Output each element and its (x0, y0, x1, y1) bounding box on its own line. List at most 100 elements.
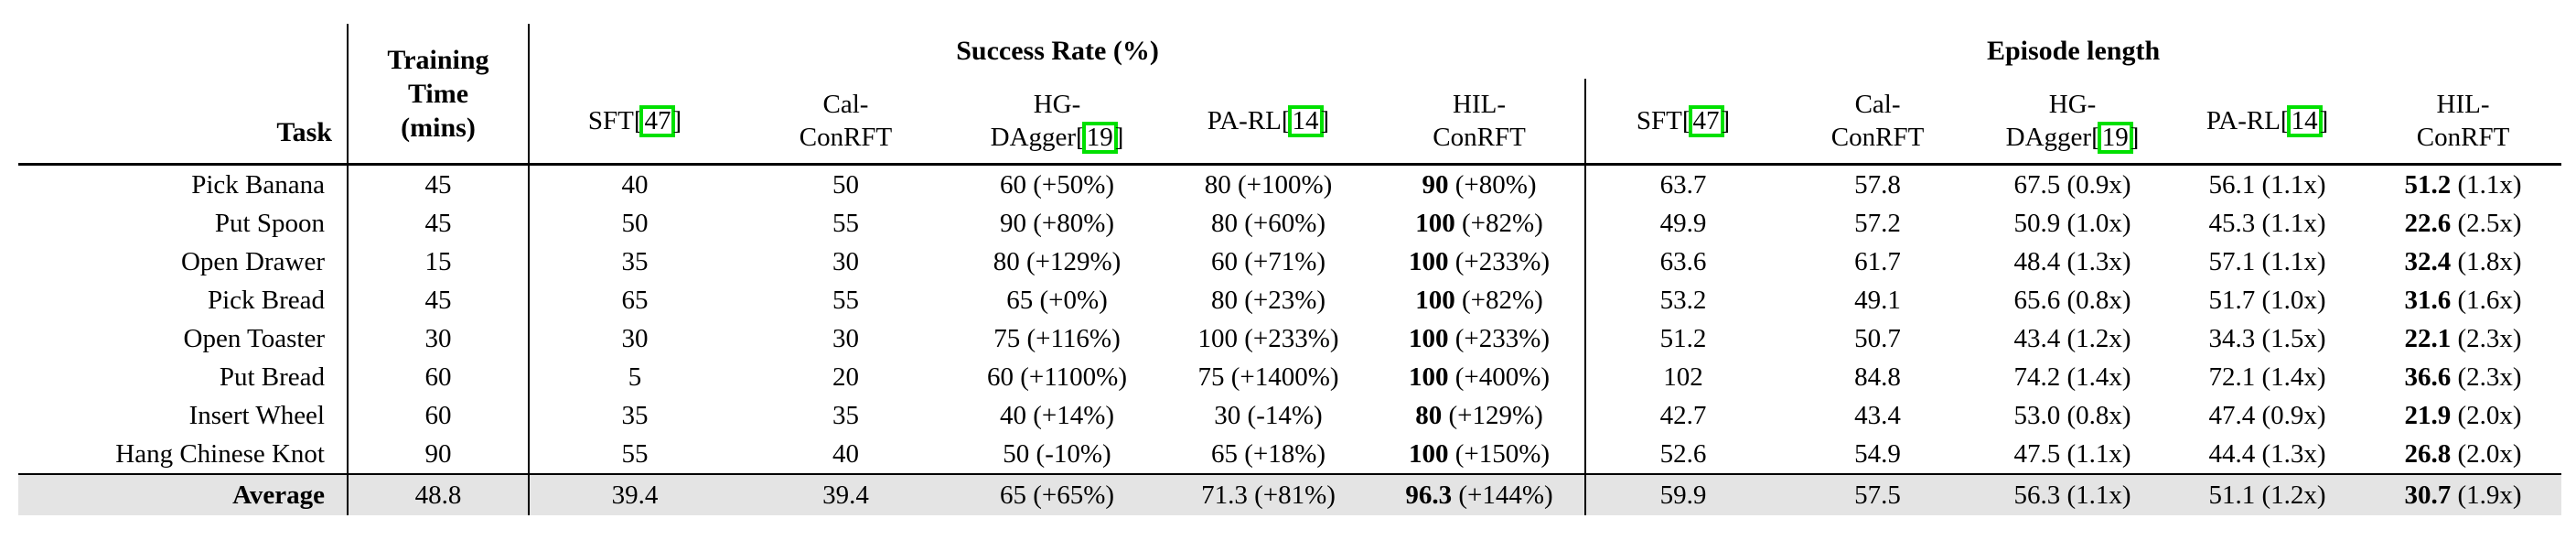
results-table: Task Training Time (mins) Success Rate (%)… (18, 24, 2562, 515)
citation-link[interactable]: 47 (639, 105, 676, 137)
training-time-cell: 90 (348, 435, 530, 474)
training-time-cell: 15 (348, 243, 530, 281)
method-header-row: SFT[47] Cal- ConRFT HG- DAgger[19] PA-RL[14] H… (18, 79, 2562, 166)
success-rate-cell: 75 (+1400%) (1197, 362, 1339, 392)
success-rate-cell: 65 (621, 285, 649, 315)
success-rate-cell: 65 (+65%) (951, 473, 1163, 515)
episode-length-cell: 84.8 (1854, 362, 1901, 392)
success-rate-cell: 50 (-10%) (1003, 438, 1111, 469)
table-row: Open Toaster 30 30 30 75 (+116%) 100 (+233%) 1… (18, 319, 2561, 358)
method-header-sr-4: HIL- ConRFT (1374, 79, 1586, 166)
table-row: Put Spoon 45 50 55 90 (+80%) 80 (+60%) 100 (+8… (18, 204, 2561, 243)
episode-length-cell: 53.2 (1584, 281, 1781, 319)
episode-length-cell: 21.9 (2.0x) (2404, 400, 2522, 430)
table-row: Hang Chinese Knot 90 55 40 50 (-10%) 65 (+18%… (18, 435, 2561, 474)
table-row: Pick Bread 45 65 55 65 (+0%) 80 (+23%) 100 (+8… (18, 281, 2561, 319)
episode-length-cell: 43.4 (1.2x) (2013, 323, 2131, 353)
success-rate-cell: 55 (832, 285, 859, 315)
success-rate-cell: 80 (+100%) (1204, 169, 1333, 200)
training-time-cell: 45 (348, 281, 530, 319)
episode-length-cell: 34.3 (1.5x) (2208, 323, 2326, 353)
method-header-ep-4: HIL- ConRFT (2365, 79, 2562, 166)
episode-length-cell: 74.2 (1.4x) (2013, 362, 2131, 392)
episode-length-cell: 45.3 (1.1x) (2208, 208, 2326, 238)
method-header-ep-0: SFT[47] (1584, 79, 1781, 166)
method-header-sr-0: SFT[47] (529, 79, 740, 166)
method-header-ep-2: HG- DAgger[19] (1975, 79, 2171, 166)
table-row: Insert Wheel 60 35 35 40 (+14%) 30 (-14%) 80 (… (18, 396, 2561, 435)
episode-length-cell: 51.1 (1.2x) (2170, 473, 2366, 515)
success-rate-cell: 100 (+150%) (1408, 438, 1551, 469)
success-rate-cell: 35 (621, 246, 649, 276)
citation-link[interactable]: 14 (2286, 105, 2323, 137)
task-cell: Open Drawer (18, 243, 349, 281)
method-header-sr-3: PA-RL[14] (1163, 79, 1374, 166)
episode-length-cell: 59.9 (1584, 473, 1781, 515)
training-time-cell: 60 (348, 396, 530, 435)
episode-length-cell: 65.6 (0.8x) (2013, 285, 2131, 315)
episode-length-cell: 31.6 (1.6x) (2404, 285, 2522, 315)
success-rate-cell: 80 (+23%) (1210, 285, 1326, 315)
group-header-success-rate: Success Rate (%) (956, 36, 1159, 66)
success-rate-cell: 60 (+50%) (999, 169, 1115, 200)
episode-length-cell: 57.5 (1780, 473, 1976, 515)
episode-length-cell: 51.2 (1.1x) (2404, 169, 2522, 200)
episode-length-cell: 56.1 (1.1x) (2208, 169, 2326, 200)
episode-length-cell: 57.8 (1854, 169, 1901, 200)
episode-length-cell: 36.6 (2.3x) (2404, 362, 2522, 392)
success-rate-cell: 30 (832, 246, 859, 276)
table-body: Pick Banana 45 40 50 60 (+50%) 80 (+100%) 90 (… (18, 164, 2562, 515)
episode-length-cell: 72.1 (1.4x) (2208, 362, 2326, 392)
episode-length-cell: 51.2 (1584, 319, 1781, 358)
episode-length-cell: 63.6 (1584, 243, 1781, 281)
table-row: Open Drawer 15 35 30 80 (+129%) 60 (+71%) 100 … (18, 243, 2561, 281)
success-rate-cell: 39.4 (529, 473, 740, 515)
success-rate-cell: 80 (+129%) (1415, 400, 1543, 430)
episode-length-cell: 49.9 (1584, 204, 1781, 243)
episode-length-cell: 48.4 (1.3x) (2013, 246, 2131, 276)
success-rate-cell: 55 (621, 438, 649, 469)
success-rate-cell: 35 (621, 400, 649, 430)
episode-length-cell: 63.7 (1584, 164, 1781, 204)
success-rate-cell: 80 (+60%) (1210, 208, 1326, 238)
success-rate-cell: 60 (+71%) (1210, 246, 1326, 276)
episode-length-cell: 51.7 (1.0x) (2208, 285, 2326, 315)
episode-length-cell: 30.7 (1.9x) (2365, 473, 2562, 515)
training-time-column-header: Training Time (mins) (348, 24, 530, 166)
success-rate-cell: 71.3 (+81%) (1163, 473, 1374, 515)
episode-length-cell: 50.9 (1.0x) (2013, 208, 2131, 238)
task-cell: Pick Banana (18, 164, 349, 204)
task-cell: Put Spoon (18, 204, 349, 243)
success-rate-cell: 55 (832, 208, 859, 238)
training-time-cell: 45 (348, 164, 530, 204)
success-rate-cell: 90 (+80%) (1422, 169, 1537, 200)
success-rate-cell: 100 (+233%) (1408, 246, 1551, 276)
success-rate-cell: 100 (+400%) (1408, 362, 1551, 392)
citation-link[interactable]: 14 (1287, 105, 1324, 137)
citation-link[interactable]: 19 (1081, 122, 1118, 154)
success-rate-cell: 20 (832, 362, 859, 392)
episode-length-cell: 67.5 (0.9x) (2013, 169, 2131, 200)
training-time-cell: 48.8 (348, 473, 530, 515)
table-row: Pick Banana 45 40 50 60 (+50%) 80 (+100%) 90 (… (18, 164, 2561, 204)
table-row: Put Bread 60 5 20 60 (+1100%) 75 (+1400%) 100 … (18, 358, 2561, 396)
episode-length-cell: 22.1 (2.3x) (2404, 323, 2522, 353)
episode-length-cell: 53.0 (0.8x) (2013, 400, 2131, 430)
success-rate-cell: 39.4 (740, 473, 951, 515)
citation-link[interactable]: 19 (2097, 122, 2133, 154)
success-rate-cell: 35 (832, 400, 859, 430)
method-header-ep-3: PA-RL[14] (2170, 79, 2366, 166)
success-rate-cell: 30 (621, 323, 649, 353)
episode-length-cell: 57.1 (1.1x) (2208, 246, 2326, 276)
success-rate-cell: 40 (832, 438, 859, 469)
success-rate-cell: 100 (+82%) (1415, 285, 1543, 315)
success-rate-cell: 90 (+80%) (999, 208, 1115, 238)
success-rate-cell: 75 (+116%) (993, 323, 1121, 353)
episode-length-cell: 47.4 (0.9x) (2208, 400, 2326, 430)
success-rate-cell: 100 (+82%) (1415, 208, 1543, 238)
task-cell: Put Bread (18, 358, 349, 396)
success-rate-cell: 96.3 (+144%) (1374, 473, 1586, 515)
episode-length-cell: 50.7 (1854, 323, 1901, 353)
citation-link[interactable]: 47 (1688, 105, 1724, 137)
success-rate-cell: 80 (+129%) (993, 246, 1122, 276)
